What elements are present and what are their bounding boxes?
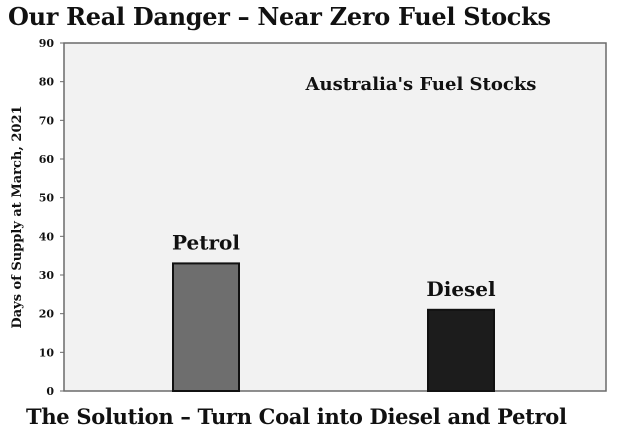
bars: Petrol Diesel — [172, 230, 496, 392]
y-tick-label: 30 — [39, 269, 55, 282]
bar-petrol — [172, 262, 240, 392]
bar-diesel — [427, 308, 495, 392]
y-tick-label: 20 — [39, 308, 55, 321]
bar-label-petrol: Petrol — [172, 230, 240, 254]
y-tick-label: 0 — [46, 385, 54, 398]
y-tick-label: 80 — [39, 76, 55, 89]
y-axis-label: Days of Supply at March, 2021 — [10, 105, 25, 328]
y-tick-label: 50 — [39, 192, 55, 205]
page-headline: Our Real Danger – Near Zero Fuel Stocks — [8, 2, 551, 31]
y-tick-label: 60 — [39, 153, 55, 166]
chart-title: Australia's Fuel Stocks — [305, 74, 537, 95]
y-tick-label: 90 — [39, 37, 55, 50]
y-tick-label: 40 — [39, 230, 55, 243]
y-tick-label: 10 — [39, 346, 55, 359]
y-tick-label: 70 — [39, 114, 55, 127]
y-axis-ticks: 0 10 20 30 40 50 60 70 80 90 — [39, 37, 64, 398]
plot-area — [63, 42, 607, 392]
page-footer: The Solution – Turn Coal into Diesel and… — [26, 404, 567, 429]
bar-label-diesel: Diesel — [426, 277, 496, 301]
